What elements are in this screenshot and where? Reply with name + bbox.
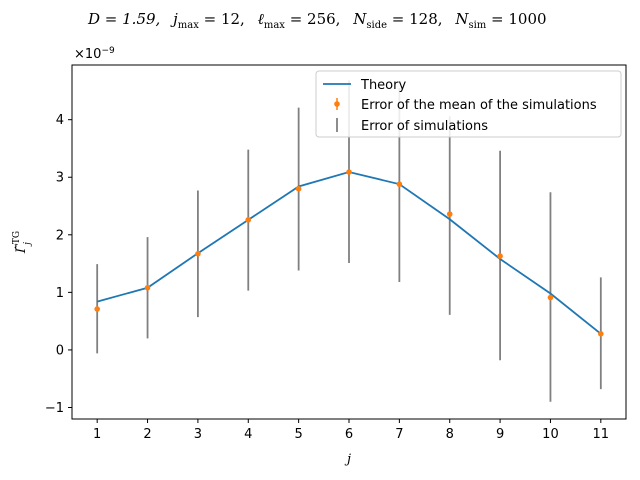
y-tick-label-4: 4: [56, 113, 64, 128]
legend-theory-label: Theory: [360, 78, 406, 93]
legend-mean-label: Error of the mean of the simulations: [361, 98, 597, 113]
legend-mean-marker: [334, 101, 340, 107]
title-l: ℓ: [258, 10, 264, 28]
mean-point-4: [245, 217, 252, 223]
legend-sim-label: Error of simulations: [361, 119, 488, 134]
y-offset-base: ×10: [74, 47, 101, 62]
y-axis-label-sub: j: [23, 242, 33, 247]
y-tick-label-1: 1: [56, 286, 64, 301]
title-d: D = 1.59,: [87, 10, 160, 28]
y-axis-label-symbol: Γ̃: [14, 243, 29, 254]
plot-area: [94, 80, 604, 402]
mean-point-3: [195, 251, 201, 257]
mean-point-9: [497, 253, 503, 259]
mean-point-11: [598, 331, 604, 337]
y-axis-label-sup: TG: [12, 231, 22, 244]
x-tick-label-9: 9: [496, 427, 504, 442]
x-tick-label-6: 6: [345, 427, 353, 442]
mean-point-2: [144, 284, 151, 291]
y-offset-exp: −9: [101, 46, 115, 56]
mean-point-10: [547, 294, 554, 301]
svg-text:×10−9: ×10−9: [74, 46, 115, 62]
legend: Theory Error of the mean of the simulati…: [315, 70, 622, 138]
legend-box: [315, 70, 622, 138]
mean-point-7: [396, 181, 403, 187]
svg-text:D = 1.59, jmax = 12,: D = 1.59, jmax = 12, ℓmax = 256, Nside =…: [87, 10, 547, 31]
mean-point-6: [346, 169, 352, 175]
y-tick-label-3: 3: [56, 171, 64, 186]
x-tick-label-1: 1: [93, 427, 101, 442]
title-nsim-sub: sim: [468, 20, 486, 31]
y-tick-label-2: 2: [56, 228, 64, 243]
svg-text:Γ̃TGj: Γ̃TGj: [12, 231, 33, 254]
title-l-val: = 256,: [285, 10, 341, 28]
x-axis-label: j: [344, 452, 351, 467]
title-nside-val: = 128,: [387, 10, 443, 28]
x-tick-label-5: 5: [294, 427, 302, 442]
y-tick-label--1: −1: [45, 401, 64, 416]
title-nside-sub: side: [366, 20, 387, 31]
title-nsim-val: = 1000: [486, 10, 546, 28]
y-offset-text: ×10−9: [74, 46, 115, 62]
mean-point-1: [94, 306, 100, 312]
title-l-sub: max: [264, 20, 285, 31]
y-axis: −1 0 1 2 3 4: [45, 113, 72, 416]
x-tick-label-4: 4: [244, 427, 252, 442]
x-tick-label-2: 2: [143, 427, 151, 442]
title-j: j: [170, 10, 178, 28]
y-axis-label: Γ̃TGj: [12, 231, 33, 254]
y-tick-label-0: 0: [56, 343, 64, 358]
x-axis: 1 2 3 4 5 6 7 8 9 10 11: [93, 419, 609, 442]
title-nsim: N: [454, 10, 469, 28]
x-tick-label-10: 10: [542, 427, 559, 442]
mean-point-5: [295, 185, 302, 192]
x-tick-label-8: 8: [446, 427, 454, 442]
title-j-val: = 12,: [199, 10, 245, 28]
title-nside: N: [352, 10, 367, 28]
chart-title: D = 1.59, jmax = 12, ℓmax = 256, Nside =…: [87, 10, 547, 31]
mean-point-8: [446, 211, 453, 217]
title-j-sub: max: [178, 20, 199, 31]
x-tick-label-3: 3: [194, 427, 202, 442]
x-tick-label-11: 11: [593, 427, 610, 442]
x-tick-label-7: 7: [395, 427, 403, 442]
